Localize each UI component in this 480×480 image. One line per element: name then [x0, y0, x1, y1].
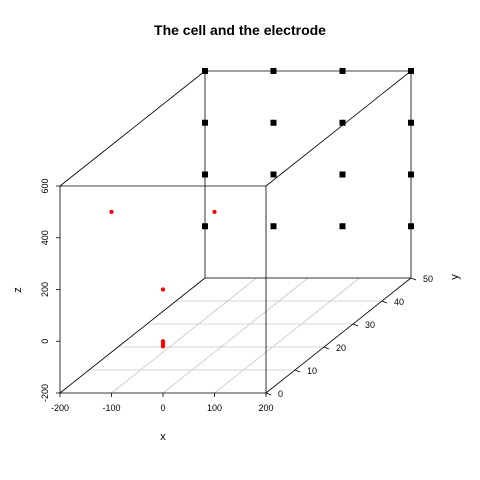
grid-line-x [162, 277, 309, 394]
y-tick-label: 20 [336, 343, 346, 353]
y-tick-label: 30 [365, 320, 375, 330]
x-tick-label: 100 [207, 403, 222, 413]
box-edge [265, 70, 412, 187]
z-axis-label: z [12, 287, 24, 293]
box-edge [59, 70, 206, 187]
data-point-square [339, 171, 346, 178]
data-point-circle [212, 209, 217, 214]
y-tick-mark [265, 392, 272, 396]
data-point-square [202, 171, 208, 178]
data-points [109, 68, 414, 349]
data-point-square [270, 119, 277, 126]
plot-box [59, 70, 412, 394]
data-point-square [408, 171, 414, 178]
x-tick-label: 0 [160, 403, 165, 413]
axis-ticks [56, 185, 417, 397]
data-point-square [339, 223, 346, 230]
data-point-square [202, 68, 208, 74]
x-tick-label: -200 [51, 403, 69, 413]
data-point-circle [109, 209, 114, 214]
x-tick-label: 200 [258, 403, 273, 413]
data-point-square [270, 68, 277, 74]
data-point-square [270, 171, 277, 178]
z-tick-label: 400 [40, 230, 50, 245]
y-tick-label: 40 [394, 297, 404, 307]
x-tick-label: -100 [102, 403, 120, 413]
grid-line-x [214, 277, 360, 394]
y-tick-mark [381, 300, 388, 304]
y-tick-mark [352, 323, 359, 327]
z-tick-label: 200 [40, 282, 50, 297]
data-point-square [408, 68, 414, 74]
data-point-square [339, 68, 346, 74]
data-point-square [408, 223, 414, 230]
axis-tick-labels: -200 -100 0 100 200 0 10 20 30 40 50 -200 0 200 400 600 [40, 178, 433, 413]
data-point-circle [160, 344, 166, 349]
z-tick-label: -200 [40, 384, 50, 402]
box-edge [59, 277, 206, 394]
data-point-square [202, 119, 208, 126]
y-tick-mark [410, 277, 417, 281]
box-edge [265, 277, 412, 394]
y-tick-label: 10 [307, 366, 317, 376]
chart-title: The cell and the electrode [154, 22, 326, 38]
data-point-square [270, 223, 277, 230]
data-point-square [339, 119, 346, 126]
y-tick-mark [323, 346, 330, 350]
y-tick-label: 50 [423, 274, 433, 284]
z-tick-label: 0 [40, 339, 50, 344]
x-axis-label: x [160, 431, 166, 443]
y-axis-label: y [449, 274, 461, 280]
data-point-circle [160, 287, 166, 292]
floor-grid [59, 277, 412, 394]
y-tick-mark [294, 369, 301, 373]
data-point-square [202, 223, 208, 230]
y-tick-label: 0 [278, 389, 283, 399]
data-point-square [408, 119, 414, 126]
grid-line-x [111, 277, 257, 394]
z-tick-label: 600 [40, 178, 50, 193]
